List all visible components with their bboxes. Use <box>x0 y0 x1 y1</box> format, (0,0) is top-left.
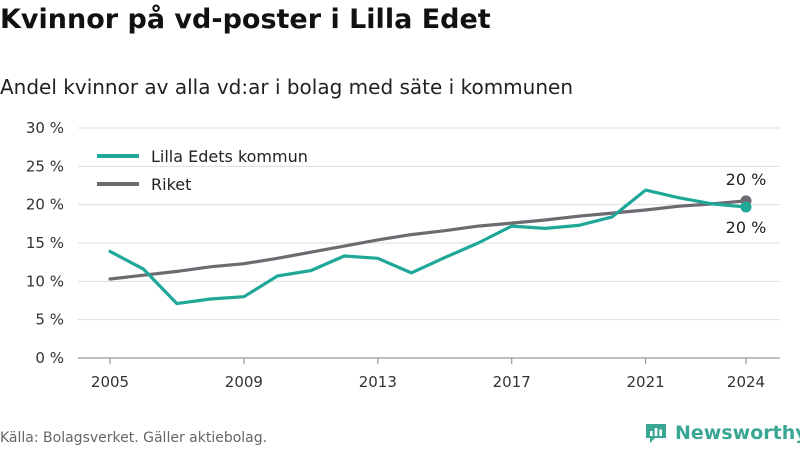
x-tick-label: 2021 <box>626 373 664 391</box>
legend: Lilla Edets kommun Riket <box>97 147 308 194</box>
x-tick-label: 2013 <box>359 373 397 391</box>
chart-title: Kvinnor på vd-poster i Lilla Edet <box>0 4 491 35</box>
y-tick-label: 10 % <box>26 272 64 290</box>
gridlines <box>78 127 780 359</box>
series-line-riket <box>108 199 748 281</box>
end-label-lilla-edet: 20 % <box>726 218 767 237</box>
series-lines <box>108 188 752 306</box>
source-note: Källa: Bolagsverket. Gäller aktiebolag. <box>0 430 268 446</box>
brand-name: Newsworthy <box>675 422 800 444</box>
x-tick-label: 2017 <box>493 373 531 391</box>
x-tick-label: 2005 <box>91 373 129 391</box>
legend-label: Lilla Edets kommun <box>151 147 308 166</box>
y-tick-label: 25 % <box>26 157 64 175</box>
x-tick-label: 2009 <box>225 373 263 391</box>
newsworthy-logo-icon <box>646 424 666 443</box>
y-tick-label: 30 % <box>26 119 64 137</box>
x-tick-label: 2024 <box>727 373 765 391</box>
end-labels: 20 % 20 % <box>726 170 767 237</box>
end-label-riket: 20 % <box>726 170 767 189</box>
legend-label: Riket <box>151 175 191 194</box>
y-tick-label: 15 % <box>26 234 64 252</box>
series-line-lilla-edet <box>108 188 748 306</box>
line-chart: 0 % 5 % 10 % 15 % 20 % 25 % 30 % 2005 2009 2013 20… <box>26 119 780 391</box>
end-point-lilla-edet <box>740 201 752 213</box>
axes: 0 % 5 % 10 % 15 % 20 % 25 % 30 % 2005 2009 2013 20… <box>26 119 765 391</box>
y-tick-label: 20 % <box>26 196 64 214</box>
brand-logo[interactable]: Newsworthy <box>644 419 800 447</box>
y-tick-label: 0 % <box>35 349 64 367</box>
y-tick-label: 5 % <box>35 311 64 329</box>
chart-subtitle: Andel kvinnor av alla vd:ar i bolag med … <box>0 75 573 99</box>
